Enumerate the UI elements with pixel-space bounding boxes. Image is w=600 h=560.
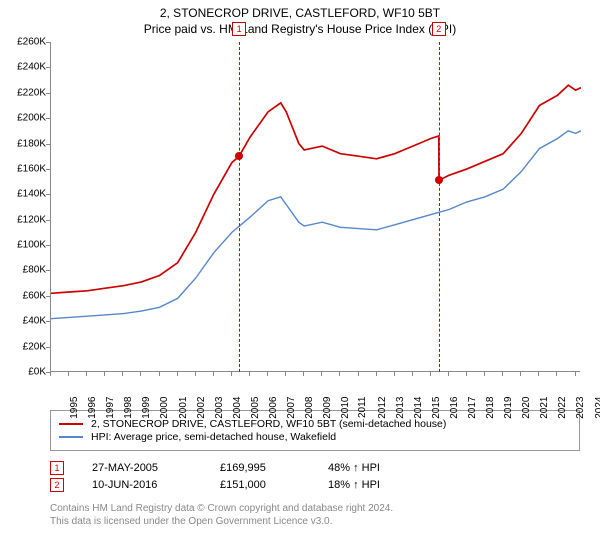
sale-vline	[239, 42, 240, 372]
y-tick-label: £40K	[10, 316, 46, 327]
x-tick-label: 2021	[539, 397, 550, 419]
x-tick-label: 2020	[521, 397, 532, 419]
sale-marker-1-icon: 1	[50, 461, 64, 475]
x-tick-label: 2001	[177, 397, 188, 419]
sale-dot-icon	[235, 152, 243, 160]
y-tick-label: £100K	[10, 240, 46, 251]
sales-table: 1 27-MAY-2005 £169,995 48% ↑ HPI 2 10-JU…	[50, 461, 590, 492]
chart-container: 2, STONECROP DRIVE, CASTLEFORD, WF10 5BT…	[0, 0, 600, 560]
plot-wrap: 12 £0K £20K £40K £60K £80K £100K £120K £140K £16…	[10, 42, 590, 402]
x-tick-label: 2016	[449, 397, 460, 419]
chart-svg	[51, 42, 581, 372]
sale-hpi: 18% ↑ HPI	[328, 479, 380, 491]
x-tick-label: 2002	[195, 397, 206, 419]
legend-swatch-series0	[59, 423, 83, 425]
x-tick-label: 2009	[322, 397, 333, 419]
x-tick-label: 2011	[357, 397, 368, 419]
y-tick-label: £240K	[10, 62, 46, 73]
footnote-line: This data is licensed under the Open Gov…	[50, 515, 590, 528]
x-tick-label: 1998	[123, 397, 134, 419]
x-tick-label: 2022	[557, 397, 568, 419]
sale-price: £151,000	[220, 479, 300, 491]
y-tick-label: £220K	[10, 87, 46, 98]
sales-row: 1 27-MAY-2005 £169,995 48% ↑ HPI	[50, 461, 590, 475]
x-tick-label: 2019	[503, 397, 514, 419]
sale-price: £169,995	[220, 462, 300, 474]
sale-marker-icon: 2	[432, 22, 446, 36]
title-subtitle: Price paid vs. HM Land Registry's House …	[10, 22, 590, 36]
plot-area: 12	[50, 42, 580, 372]
x-tick-label: 2005	[250, 397, 261, 419]
legend-swatch-series1	[59, 436, 83, 438]
x-tick-label: 2003	[213, 397, 224, 419]
x-tick-label: 2017	[467, 397, 478, 419]
sale-date: 27-MAY-2005	[92, 462, 192, 474]
y-tick-label: £60K	[10, 290, 46, 301]
sales-row: 2 10-JUN-2016 £151,000 18% ↑ HPI	[50, 478, 590, 492]
y-tick-label: £160K	[10, 163, 46, 174]
x-tick-label: 2013	[394, 397, 405, 419]
y-tick-label: £0K	[10, 367, 46, 378]
x-tick-label: 2006	[268, 397, 279, 419]
legend-row: HPI: Average price, semi-detached house,…	[59, 431, 571, 443]
y-tick-label: £180K	[10, 138, 46, 149]
x-tick-label: 2004	[232, 397, 243, 419]
sale-hpi: 48% ↑ HPI	[328, 462, 380, 474]
x-tick-label: 2010	[340, 397, 351, 419]
series-line	[51, 131, 581, 319]
sale-vline	[439, 42, 440, 372]
y-tick-label: £260K	[10, 37, 46, 48]
y-tick-label: £20K	[10, 341, 46, 352]
x-tick-label: 2008	[304, 397, 315, 419]
x-tick-label: 2014	[412, 397, 423, 419]
x-tick-label: 2018	[485, 397, 496, 419]
sale-date: 10-JUN-2016	[92, 479, 192, 491]
x-tick-label: 2012	[376, 397, 387, 419]
x-tick-label: 1995	[69, 397, 80, 419]
sale-marker-2-icon: 2	[50, 478, 64, 492]
y-tick-label: £140K	[10, 189, 46, 200]
x-tick-label: 2015	[431, 397, 442, 419]
x-tick-label: 2024	[593, 397, 600, 419]
x-tick-label: 2023	[575, 397, 586, 419]
x-tick-label: 1997	[105, 397, 116, 419]
footnote-line: Contains HM Land Registry data © Crown c…	[50, 502, 590, 515]
x-tick-label: 2007	[286, 397, 297, 419]
x-tick-label: 2000	[159, 397, 170, 419]
x-tick-label: 1996	[87, 397, 98, 419]
y-tick-label: £120K	[10, 214, 46, 225]
y-tick-label: £80K	[10, 265, 46, 276]
x-tick-label: 1999	[141, 397, 152, 419]
title-address: 2, STONECROP DRIVE, CASTLEFORD, WF10 5BT	[10, 6, 590, 20]
legend-row: 2, STONECROP DRIVE, CASTLEFORD, WF10 5BT…	[59, 418, 571, 430]
footnote: Contains HM Land Registry data © Crown c…	[50, 502, 590, 528]
legend-label-series1: HPI: Average price, semi-detached house,…	[91, 431, 336, 443]
y-tick-label: £200K	[10, 113, 46, 124]
legend-label-series0: 2, STONECROP DRIVE, CASTLEFORD, WF10 5BT…	[91, 418, 446, 430]
sale-marker-icon: 1	[232, 22, 246, 36]
sale-dot-icon	[435, 176, 443, 184]
